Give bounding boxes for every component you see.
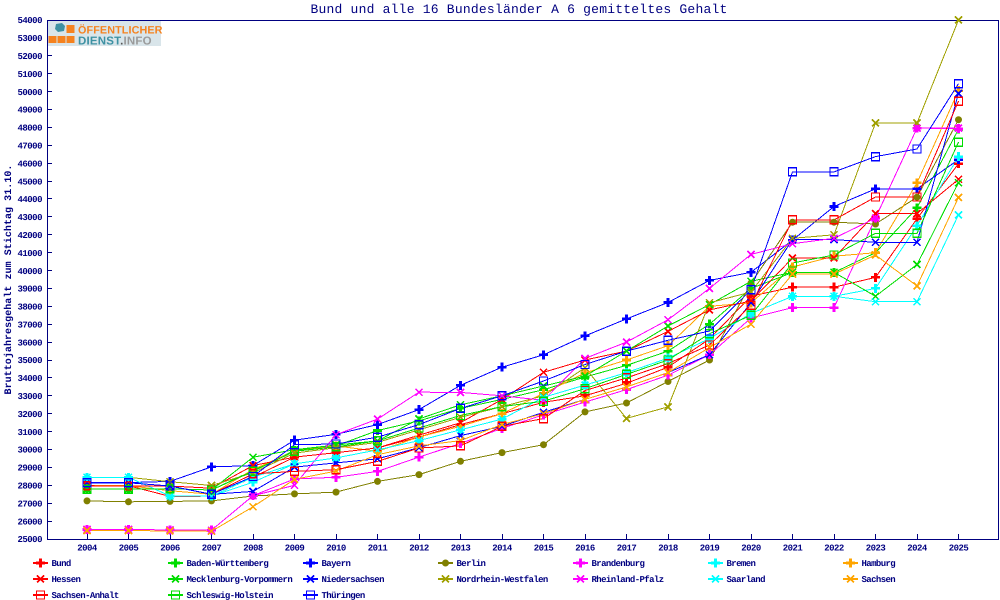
svg-text:2020: 2020 (741, 544, 761, 554)
svg-text:40000: 40000 (17, 267, 42, 277)
svg-text:41000: 41000 (17, 249, 42, 259)
svg-text:Rheinland-Pfalz: Rheinland-Pfalz (592, 575, 664, 585)
svg-text:2024: 2024 (907, 544, 928, 554)
svg-text:38000: 38000 (17, 303, 42, 313)
svg-text:48000: 48000 (17, 124, 42, 134)
svg-text:37000: 37000 (17, 320, 42, 330)
svg-text:Bund und alle 16 Bundesländer: Bund und alle 16 Bundesländer A 6 gemitt… (310, 2, 727, 17)
svg-text:31000: 31000 (17, 428, 42, 438)
svg-text:2018: 2018 (658, 544, 678, 554)
svg-text:Bund: Bund (52, 559, 71, 569)
svg-text:2010: 2010 (326, 544, 346, 554)
svg-text:45000: 45000 (17, 177, 42, 187)
svg-text:Sachsen-Anhalt: Sachsen-Anhalt (52, 591, 119, 600)
svg-text:2023: 2023 (866, 544, 886, 554)
svg-text:Bayern: Bayern (322, 559, 351, 569)
svg-text:2021: 2021 (783, 544, 804, 554)
svg-text:Bremen: Bremen (727, 559, 756, 569)
svg-text:44000: 44000 (17, 195, 42, 205)
svg-text:Sachsen: Sachsen (862, 575, 896, 585)
svg-text:26000: 26000 (17, 517, 42, 527)
svg-text:Baden-Württemberg: Baden-Württemberg (187, 559, 269, 569)
svg-text:2022: 2022 (824, 544, 844, 554)
svg-text:34000: 34000 (17, 374, 42, 384)
svg-text:Hessen: Hessen (52, 575, 81, 585)
svg-text:DIENST.INFO: DIENST.INFO (78, 36, 152, 48)
svg-text:Brandenburg: Brandenburg (592, 559, 645, 569)
svg-text:2009: 2009 (285, 544, 305, 554)
svg-text:Mecklenburg-Vorpommern: Mecklenburg-Vorpommern (187, 575, 293, 585)
svg-text:47000: 47000 (17, 142, 42, 152)
svg-text:Berlin: Berlin (457, 559, 486, 569)
svg-text:Bruttojahresgehalt zum Stichta: Bruttojahresgehalt zum Stichtag 31.10. (3, 165, 15, 395)
svg-text:36000: 36000 (17, 338, 42, 348)
svg-text:46000: 46000 (17, 159, 42, 169)
svg-text:Thüringen: Thüringen (322, 591, 365, 600)
svg-text:Hamburg: Hamburg (862, 559, 896, 569)
svg-text:29000: 29000 (17, 464, 42, 474)
svg-text:32000: 32000 (17, 410, 42, 420)
svg-text:54000: 54000 (17, 16, 42, 26)
svg-text:2019: 2019 (700, 544, 720, 554)
svg-text:51000: 51000 (17, 70, 42, 80)
svg-text:2016: 2016 (575, 544, 595, 554)
svg-text:2007: 2007 (202, 544, 222, 554)
svg-text:53000: 53000 (17, 34, 42, 44)
svg-text:42000: 42000 (17, 231, 42, 241)
svg-text:Nordrhein-Westfalen: Nordrhein-Westfalen (457, 575, 548, 585)
svg-text:Saarland: Saarland (727, 575, 766, 585)
svg-text:50000: 50000 (17, 88, 42, 98)
svg-text:49000: 49000 (17, 106, 42, 116)
svg-text:2005: 2005 (119, 544, 139, 554)
svg-text:35000: 35000 (17, 356, 42, 366)
svg-text:2017: 2017 (617, 544, 637, 554)
svg-text:2006: 2006 (160, 544, 180, 554)
svg-text:2011: 2011 (368, 544, 389, 554)
svg-text:2013: 2013 (451, 544, 471, 554)
svg-text:28000: 28000 (17, 482, 42, 492)
svg-text:2012: 2012 (409, 544, 429, 554)
svg-text:Niedersachsen: Niedersachsen (322, 575, 385, 585)
svg-text:2004: 2004 (77, 544, 98, 554)
svg-text:27000: 27000 (17, 499, 42, 509)
svg-text:2008: 2008 (243, 544, 263, 554)
svg-text:Schleswig-Holstein: Schleswig-Holstein (187, 591, 274, 600)
svg-text:25000: 25000 (17, 535, 42, 545)
svg-text:33000: 33000 (17, 392, 42, 402)
svg-text:43000: 43000 (17, 213, 42, 223)
svg-text:52000: 52000 (17, 52, 42, 62)
svg-text:39000: 39000 (17, 285, 42, 295)
svg-text:2014: 2014 (492, 544, 513, 554)
svg-text:2025: 2025 (949, 544, 969, 554)
svg-text:ÖFFENTLICHER: ÖFFENTLICHER (78, 24, 163, 37)
svg-text:2015: 2015 (534, 544, 554, 554)
svg-text:30000: 30000 (17, 446, 42, 456)
